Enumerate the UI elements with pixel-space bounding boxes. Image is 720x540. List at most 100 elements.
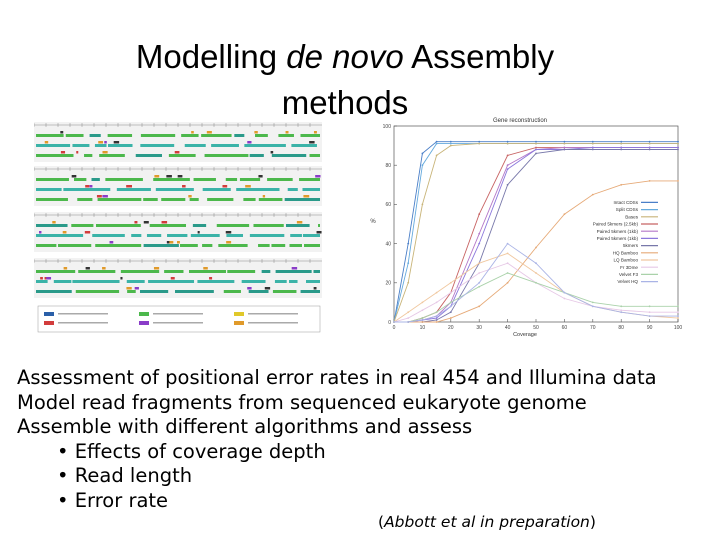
error-marker xyxy=(63,267,68,270)
alignment-block xyxy=(289,280,298,283)
legend-entry: HQ Bamboo xyxy=(613,250,639,255)
error-marker xyxy=(316,231,322,234)
alignment-block xyxy=(190,234,220,237)
data-point xyxy=(407,317,410,319)
data-point xyxy=(620,305,623,308)
data-point xyxy=(677,148,679,151)
error-marker xyxy=(247,141,252,144)
data-point xyxy=(435,154,438,157)
error-marker xyxy=(102,151,108,154)
alignment-block xyxy=(36,134,64,137)
data-point xyxy=(421,152,424,155)
alignment-block xyxy=(78,270,116,273)
gene-reconstruction-chart: Gene reconstruction Coverage % 0 10 20 30 40… xyxy=(370,118,682,338)
y-tick-label: 100 xyxy=(383,124,392,130)
alignment-block xyxy=(168,154,196,157)
alignment-block xyxy=(318,224,320,227)
body-line-2: Model read fragments from sequenced euka… xyxy=(17,390,587,414)
alignment-block xyxy=(153,178,190,181)
alignment-block xyxy=(65,134,84,137)
data-point xyxy=(677,305,679,308)
body-text: Assessment of positional error rates in … xyxy=(17,366,707,513)
chart-title: Gene reconstruction xyxy=(493,118,547,124)
alignment-block xyxy=(271,154,307,157)
error-marker xyxy=(98,141,103,144)
data-point xyxy=(591,142,594,145)
alignment-block xyxy=(249,234,285,237)
alignment-block xyxy=(36,198,68,201)
error-marker xyxy=(60,131,64,134)
legend-entry: Paired 5kmers (1kb) xyxy=(597,236,639,241)
data-point xyxy=(506,252,509,255)
error-marker xyxy=(39,231,42,234)
alignment-block xyxy=(71,224,94,227)
alignment-block xyxy=(236,188,280,191)
alignment-block xyxy=(207,198,234,201)
alignment-block xyxy=(167,234,188,237)
data-point xyxy=(435,140,438,143)
alignment-block xyxy=(95,244,142,247)
data-point xyxy=(407,262,410,265)
error-marker xyxy=(254,131,258,134)
bullet-icon: • xyxy=(57,439,69,463)
error-marker xyxy=(245,185,251,188)
alignment-block xyxy=(192,224,207,227)
alignment-block xyxy=(275,270,312,273)
bullet-item-1: • Effects of coverage depth xyxy=(57,439,326,463)
y-tick-label: 0 xyxy=(388,320,391,326)
alignment-block xyxy=(126,280,145,283)
data-point xyxy=(506,142,509,145)
data-point xyxy=(478,140,481,143)
alignment-block xyxy=(204,154,249,157)
error-marker xyxy=(247,287,252,290)
legend-entry: LQ Bamboo xyxy=(613,258,638,263)
alignment-block xyxy=(91,178,100,181)
error-marker xyxy=(226,241,232,244)
alignment-block xyxy=(161,198,186,201)
alignment-block xyxy=(72,144,90,147)
alignment-block xyxy=(278,134,294,137)
data-point xyxy=(591,301,594,304)
alignment-block xyxy=(181,134,199,137)
alignment-block xyxy=(97,198,142,201)
error-marker xyxy=(177,175,183,178)
legend-entry: Paired 5kmers (1kb) xyxy=(597,229,639,234)
error-marker xyxy=(102,267,106,270)
y-tick-label: 40 xyxy=(385,241,391,247)
alignment-block xyxy=(255,134,268,137)
y-tick-label: 20 xyxy=(385,281,391,287)
data-point xyxy=(648,311,651,314)
data-point xyxy=(620,146,623,149)
data-point xyxy=(648,315,651,318)
legend-entry: Velvet HQ xyxy=(617,279,638,284)
alignment-block xyxy=(304,244,320,247)
data-point xyxy=(478,142,481,145)
legend-entry: Bases xyxy=(625,214,638,219)
error-marker xyxy=(313,131,317,134)
data-point xyxy=(435,291,438,294)
data-point xyxy=(648,179,651,182)
error-marker xyxy=(222,185,228,188)
error-marker xyxy=(52,221,56,224)
data-point xyxy=(620,142,623,145)
data-point xyxy=(677,317,679,319)
alignment-block xyxy=(313,270,320,273)
data-point xyxy=(449,144,452,147)
data-point xyxy=(478,272,481,274)
alignment-block xyxy=(146,234,162,237)
data-point xyxy=(393,321,395,323)
data-point xyxy=(435,317,438,319)
alignment-block xyxy=(63,188,111,191)
alignment-block xyxy=(300,290,320,293)
error-marker xyxy=(264,287,271,290)
legend-swatch xyxy=(139,321,149,325)
data-point xyxy=(563,213,566,216)
error-marker xyxy=(270,151,274,154)
alignment-block xyxy=(139,290,169,293)
body-line-3: Assemble with different algorithms and a… xyxy=(17,415,473,438)
x-tick-label: 40 xyxy=(505,325,511,331)
data-point xyxy=(506,154,509,157)
data-point xyxy=(648,148,651,151)
error-marker xyxy=(166,241,170,244)
alignment-block xyxy=(108,144,133,147)
